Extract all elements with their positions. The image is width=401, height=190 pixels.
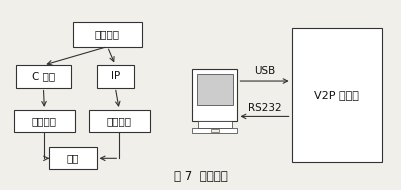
Bar [196, 74, 232, 105]
Text: 串口返回: 串口返回 [107, 116, 132, 126]
Bar [192, 69, 237, 121]
Bar [211, 129, 218, 132]
Bar [14, 110, 75, 132]
Text: C 程序: C 程序 [32, 71, 55, 81]
Bar [197, 121, 231, 128]
Bar [96, 65, 134, 88]
Text: IP: IP [110, 71, 119, 81]
Text: 比较: 比较 [67, 153, 79, 163]
Bar [73, 22, 142, 47]
Text: USB: USB [253, 66, 274, 76]
Text: 执行结果: 执行结果 [32, 116, 57, 126]
Bar [192, 128, 237, 133]
Bar [16, 65, 71, 88]
Text: 图像数据: 图像数据 [95, 29, 119, 40]
Bar [49, 147, 96, 169]
Bar [291, 28, 381, 162]
Bar [89, 110, 150, 132]
Text: RS232: RS232 [247, 103, 281, 113]
Text: 图 7  验证流程: 图 7 验证流程 [174, 170, 227, 184]
Text: V2P 目标板: V2P 目标板 [314, 90, 358, 100]
